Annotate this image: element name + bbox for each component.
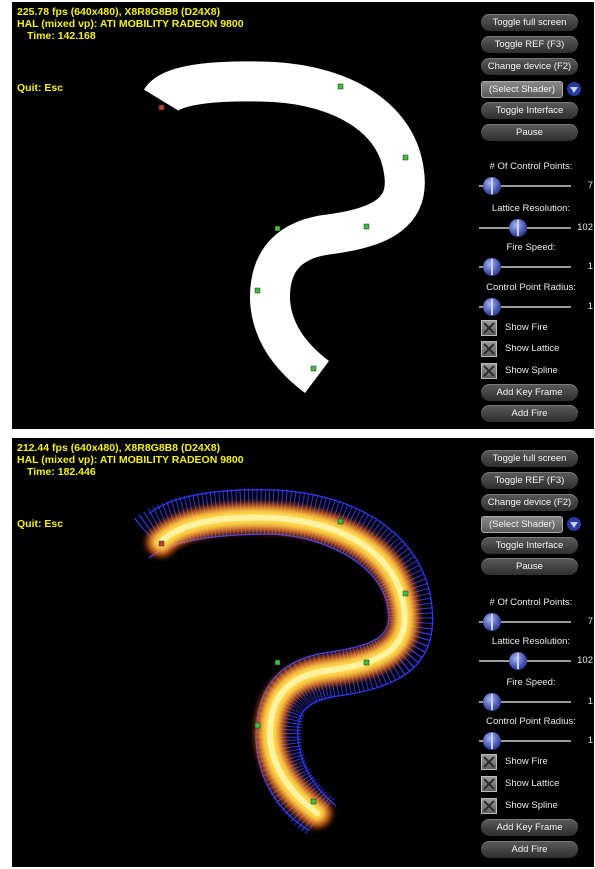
fire-speed-slider-thumb[interactable] bbox=[483, 693, 501, 711]
lattice-resolution-slider-thumb[interactable] bbox=[509, 652, 527, 670]
hud-stats: 225.78 fps (640x480), X8R8G8B8 (D24X8) H… bbox=[17, 6, 244, 42]
fire-hot-core bbox=[158, 514, 408, 816]
show-spline-label: Show Spline bbox=[505, 800, 558, 811]
add-fire-button[interactable]: Add Fire bbox=[481, 405, 578, 422]
control-points-track[interactable] bbox=[479, 621, 571, 623]
change-device-button[interactable]: Change device (F2) bbox=[481, 58, 578, 75]
control-point[interactable] bbox=[310, 365, 317, 372]
control-point[interactable] bbox=[274, 225, 281, 232]
toggle-full-screen-button[interactable]: Toggle full screen bbox=[481, 450, 578, 467]
control-point[interactable] bbox=[310, 798, 317, 805]
time-readout: Time: 142.168 bbox=[27, 30, 96, 42]
add-fire-button[interactable]: Add Fire bbox=[481, 841, 578, 858]
spline-tube bbox=[143, 61, 425, 393]
control-point[interactable] bbox=[254, 287, 261, 294]
device-readout: HAL (mixed vp): ATI MOBILITY RADEON 9800 bbox=[17, 18, 244, 30]
shader-select[interactable]: (Select Shader) bbox=[481, 516, 563, 533]
spline-viewport[interactable] bbox=[12, 2, 594, 429]
control-points-slider-thumb[interactable] bbox=[483, 613, 501, 631]
control-point[interactable] bbox=[363, 659, 370, 666]
show-lattice-checkbox[interactable] bbox=[481, 341, 497, 357]
control-point-radius-track[interactable] bbox=[479, 740, 571, 742]
control-points-label: # Of Control Points: bbox=[489, 597, 573, 608]
control-point[interactable] bbox=[337, 518, 344, 525]
change-device-button[interactable]: Change device (F2) bbox=[481, 494, 578, 511]
control-point[interactable] bbox=[254, 722, 261, 729]
chevron-down-icon[interactable] bbox=[567, 517, 581, 531]
control-point-radius-value: 1 bbox=[587, 735, 593, 746]
pause-button[interactable]: Pause bbox=[481, 124, 578, 141]
show-spline-checkbox[interactable] bbox=[481, 363, 497, 379]
fps-readout: 212.44 fps (640x480), X8R8G8B8 (D24X8) bbox=[17, 442, 221, 454]
fire-speed-value: 1 bbox=[587, 261, 593, 272]
pause-button[interactable]: Pause bbox=[481, 558, 578, 575]
show-lattice-label: Show Lattice bbox=[505, 778, 560, 789]
control-point[interactable] bbox=[402, 154, 409, 161]
demo-window-top: 225.78 fps (640x480), X8R8G8B8 (D24X8) H… bbox=[12, 2, 594, 429]
show-lattice-label: Show Lattice bbox=[505, 343, 560, 354]
toggle-full-screen-button[interactable]: Toggle full screen bbox=[481, 14, 578, 31]
quit-hint: Quit: Esc bbox=[17, 518, 64, 530]
fire-speed-track[interactable] bbox=[479, 266, 571, 268]
fire-speed-slider-thumb[interactable] bbox=[483, 258, 501, 276]
control-point[interactable] bbox=[337, 83, 344, 90]
toggle-interface-button[interactable]: Toggle Interface bbox=[481, 102, 578, 119]
control-points-slider-thumb[interactable] bbox=[483, 177, 501, 195]
show-spline-checkbox[interactable] bbox=[481, 798, 497, 814]
toggle-ref-button[interactable]: Toggle REF (F3) bbox=[481, 472, 578, 489]
control-point-selected[interactable] bbox=[158, 104, 165, 111]
control-points-label: # Of Control Points: bbox=[489, 161, 573, 172]
add-key-frame-button[interactable]: Add Key Frame bbox=[481, 384, 578, 401]
control-point-selected[interactable] bbox=[158, 540, 165, 547]
show-fire-label: Show Fire bbox=[505, 756, 548, 767]
toggle-ref-button[interactable]: Toggle REF (F3) bbox=[481, 36, 578, 53]
control-points-track[interactable] bbox=[479, 185, 571, 187]
show-fire-checkbox[interactable] bbox=[481, 320, 497, 336]
show-fire-label: Show Fire bbox=[505, 322, 548, 333]
control-point[interactable] bbox=[274, 659, 281, 666]
lattice-resolution-label: Lattice Resolution: bbox=[491, 636, 571, 647]
lattice-resolution-value: 102 bbox=[577, 222, 593, 233]
control-point-radius-value: 1 bbox=[587, 301, 593, 312]
fire-speed-label: Fire Speed: bbox=[506, 242, 556, 253]
show-lattice-checkbox[interactable] bbox=[481, 776, 497, 792]
lattice-resolution-value: 102 bbox=[577, 655, 593, 666]
lattice-resolution-slider-thumb[interactable] bbox=[509, 219, 527, 237]
fps-readout: 225.78 fps (640x480), X8R8G8B8 (D24X8) bbox=[17, 6, 221, 18]
control-points-value: 7 bbox=[587, 180, 593, 191]
fire-speed-track[interactable] bbox=[479, 701, 571, 703]
control-points-value: 7 bbox=[587, 616, 593, 627]
chevron-down-icon[interactable] bbox=[567, 82, 581, 96]
add-key-frame-button[interactable]: Add Key Frame bbox=[481, 819, 578, 836]
show-spline-label: Show Spline bbox=[505, 365, 558, 376]
fire-speed-label: Fire Speed: bbox=[506, 677, 556, 688]
control-point-radius-label: Control Point Radius: bbox=[486, 716, 576, 727]
toggle-interface-button[interactable]: Toggle Interface bbox=[481, 537, 578, 554]
time-readout: Time: 182.446 bbox=[27, 466, 96, 478]
fire-viewport[interactable] bbox=[12, 438, 594, 867]
show-fire-checkbox[interactable] bbox=[481, 754, 497, 770]
control-point-radius-label: Control Point Radius: bbox=[486, 282, 576, 293]
hud-stats: 212.44 fps (640x480), X8R8G8B8 (D24X8) H… bbox=[17, 442, 244, 478]
quit-hint: Quit: Esc bbox=[17, 82, 64, 94]
shader-select[interactable]: (Select Shader) bbox=[481, 81, 563, 98]
lattice-resolution-label: Lattice Resolution: bbox=[491, 203, 571, 214]
demo-window-bottom: 212.44 fps (640x480), X8R8G8B8 (D24X8) H… bbox=[12, 438, 594, 867]
control-point-radius-slider-thumb[interactable] bbox=[483, 732, 501, 750]
control-point-radius-track[interactable] bbox=[479, 306, 571, 308]
control-point[interactable] bbox=[402, 590, 409, 597]
device-readout: HAL (mixed vp): ATI MOBILITY RADEON 9800 bbox=[17, 454, 244, 466]
control-point-radius-slider-thumb[interactable] bbox=[483, 298, 501, 316]
control-point[interactable] bbox=[363, 223, 370, 230]
fire-speed-value: 1 bbox=[587, 696, 593, 707]
